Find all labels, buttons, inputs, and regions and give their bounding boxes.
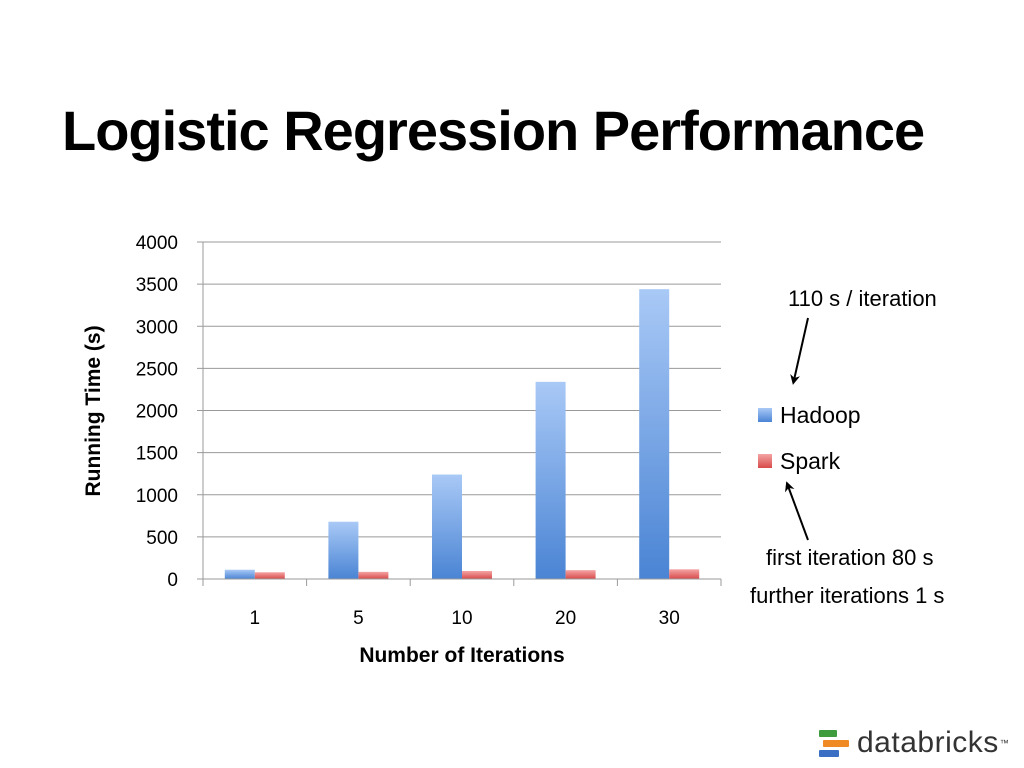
legend-label-spark: Spark bbox=[780, 447, 841, 474]
y-tick-label: 4000 bbox=[136, 233, 178, 254]
legend-label-hadoop: Hadoop bbox=[780, 401, 861, 428]
y-axis-title: Running Time (s) bbox=[82, 325, 105, 496]
bar-spark-10 bbox=[462, 570, 492, 579]
databricks-logo-mark bbox=[819, 728, 849, 758]
bars bbox=[224, 289, 700, 579]
databricks-logo: databricks ™ bbox=[819, 726, 1009, 760]
legend-item-spark: Spark bbox=[758, 438, 861, 484]
hadoop-annotation-arrow bbox=[790, 317, 809, 385]
y-tick-label: 0 bbox=[167, 570, 178, 591]
y-axis: 0 500 1000 1500 2000 2500 3000 3500 4000 bbox=[136, 233, 204, 591]
spark-annotation-line2: further iterations 1 s bbox=[750, 583, 945, 608]
spark-annotation-line1: first iteration 80 s bbox=[766, 545, 934, 570]
x-axis: 1 5 10 20 30 bbox=[202, 578, 722, 629]
legend-swatch-spark bbox=[758, 454, 772, 468]
x-tick-label: 20 bbox=[555, 608, 576, 629]
y-tick-label: 3000 bbox=[136, 317, 178, 338]
x-tick-label: 5 bbox=[353, 608, 364, 629]
legend-item-hadoop: Hadoop bbox=[758, 392, 861, 438]
bar-hadoop-5 bbox=[328, 521, 359, 579]
bar-hadoop-30 bbox=[639, 289, 670, 579]
bar-spark-1 bbox=[254, 572, 285, 579]
x-axis-title: Number of Iterations bbox=[359, 644, 564, 667]
bar-hadoop-10 bbox=[432, 474, 462, 579]
x-tick-label: 1 bbox=[250, 608, 261, 629]
bar-spark-5 bbox=[358, 571, 389, 579]
legend: Hadoop Spark bbox=[758, 392, 861, 484]
legend-swatch-hadoop bbox=[758, 408, 772, 422]
hadoop-annotation: 110 s / iteration bbox=[788, 286, 937, 311]
trademark-mark: ™ bbox=[999, 738, 1009, 748]
y-tick-label: 1000 bbox=[136, 486, 178, 507]
bar-hadoop-1 bbox=[224, 569, 255, 579]
x-tick-label: 10 bbox=[451, 608, 472, 629]
y-tick-label: 2000 bbox=[136, 402, 178, 423]
databricks-logo-text: databricks bbox=[857, 726, 999, 759]
x-tick-label: 30 bbox=[659, 608, 680, 629]
y-tick-label: 1500 bbox=[136, 444, 178, 465]
y-tick-label: 500 bbox=[146, 528, 178, 549]
y-tick-label: 3500 bbox=[136, 275, 178, 296]
spark-annotation-arrow bbox=[785, 481, 809, 541]
bar-spark-30 bbox=[669, 569, 700, 579]
y-tick-label: 2500 bbox=[136, 359, 178, 380]
bar-spark-20 bbox=[565, 570, 596, 579]
bar-hadoop-20 bbox=[535, 381, 566, 579]
slide-title: Logistic Regression Performance bbox=[62, 99, 925, 162]
